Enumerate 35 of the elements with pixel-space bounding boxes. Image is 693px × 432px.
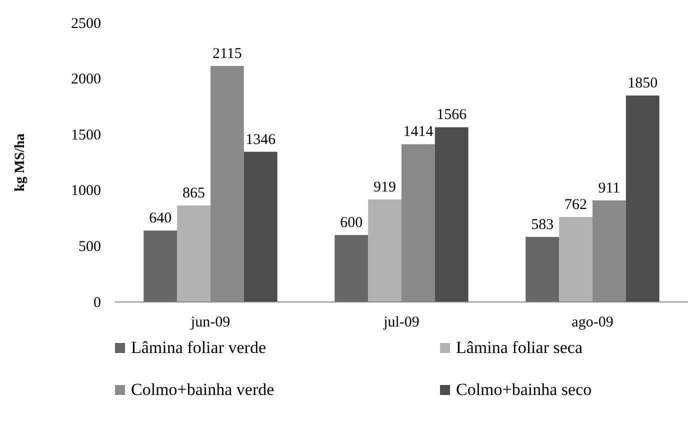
- bar: [626, 96, 660, 302]
- legend-label: Colmo+bainha verde: [131, 380, 274, 399]
- bar: [334, 235, 368, 302]
- y-tick-label: 2000: [71, 72, 101, 88]
- data-label: 640: [149, 210, 172, 227]
- x-tick-label: ago-09: [572, 314, 614, 331]
- legend-label: Lâmina foliar seca: [456, 338, 583, 357]
- bar: [244, 152, 278, 302]
- data-label: 1346: [246, 132, 276, 148]
- y-tick-label: 1000: [71, 183, 101, 200]
- data-label: 911: [598, 180, 620, 196]
- y-tick-label: 500: [78, 239, 101, 255]
- y-tick-label: 1500: [71, 127, 101, 144]
- x-tick-label: jul-09: [382, 314, 420, 331]
- bar: [177, 205, 210, 302]
- bar: [434, 127, 468, 302]
- legend-label: Lâmina foliar verde: [131, 338, 266, 357]
- y-axis-title: kg MS/ha: [13, 134, 28, 192]
- data-label: 2115: [212, 46, 242, 62]
- data-label: 1850: [628, 76, 658, 92]
- data-label: 1414: [403, 124, 434, 140]
- bar: [368, 199, 402, 302]
- data-label: 919: [374, 179, 396, 196]
- y-tick-label: 2500: [71, 16, 101, 32]
- x-tick-label: jun-09: [190, 314, 230, 331]
- bar: [526, 236, 560, 302]
- data-label: 762: [564, 196, 588, 213]
- y-tick-label: 0: [94, 294, 101, 311]
- data-label: 583: [531, 216, 554, 233]
- bar: [144, 230, 178, 302]
- data-label: 865: [182, 185, 206, 202]
- data-label: 600: [340, 215, 363, 232]
- legend-label: Colmo+bainha seco: [456, 380, 592, 399]
- data-label: 1566: [436, 107, 468, 124]
- bar: [559, 216, 592, 302]
